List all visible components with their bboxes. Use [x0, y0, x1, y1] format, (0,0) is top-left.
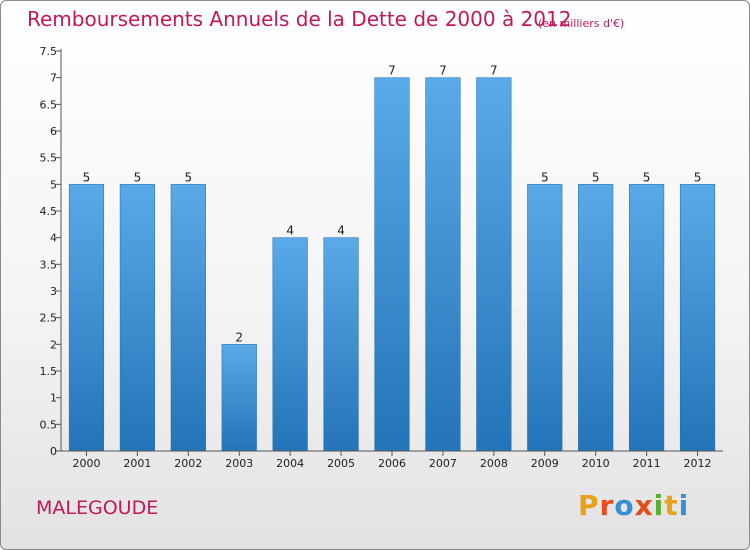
y-tick-label: 7 — [50, 72, 57, 85]
y-tick-label: 6.5 — [40, 98, 58, 111]
bar-2008 — [476, 77, 512, 452]
logo-letter: r — [599, 489, 615, 522]
bar-2010 — [578, 184, 614, 452]
y-tick-label: 3.5 — [40, 258, 58, 271]
logo-letter: P — [578, 489, 600, 522]
bar-2006 — [374, 77, 410, 452]
data-label-2011: 5 — [643, 170, 651, 184]
bar-2007 — [425, 77, 461, 452]
bar-2009 — [527, 184, 563, 452]
data-label-2004: 4 — [286, 224, 294, 238]
logo-letter: t — [664, 489, 679, 522]
logo-letter: i — [653, 489, 665, 522]
chart-title: Remboursements Annuels de la Dette de 20… — [27, 7, 572, 31]
y-tick-label: 2.5 — [40, 312, 58, 325]
y-tick-label: 0 — [50, 445, 57, 458]
y-tick-label: 0.5 — [40, 418, 58, 431]
bar-2003 — [221, 344, 257, 452]
bar-2005 — [323, 237, 359, 452]
proxiti-logo[interactable]: Proxiti — [578, 489, 689, 522]
logo-letter: o — [614, 489, 635, 522]
x-tick-label-2011: 2011 — [633, 457, 661, 470]
commune-name: MALEGOUDE — [36, 497, 159, 519]
data-label-2006: 7 — [388, 64, 396, 78]
y-tick-label: 3 — [50, 285, 57, 298]
y-tick-label: 6 — [50, 125, 57, 138]
bar-2011 — [629, 184, 665, 452]
x-tick-label-2005: 2005 — [327, 457, 355, 470]
x-tick-label-2001: 2001 — [123, 457, 151, 470]
data-label-2002: 5 — [184, 170, 192, 184]
data-label-2009: 5 — [541, 170, 549, 184]
y-tick-label: 4 — [50, 232, 57, 245]
x-tick-label-2002: 2002 — [174, 457, 202, 470]
data-label-2012: 5 — [694, 170, 702, 184]
y-tick-label: 7.5 — [40, 45, 58, 58]
x-tick-label-2004: 2004 — [276, 457, 304, 470]
data-label-2003: 2 — [235, 330, 243, 344]
x-tick-label-2008: 2008 — [480, 457, 508, 470]
y-tick-label: 1 — [50, 392, 57, 405]
y-tick-label: 5 — [50, 178, 57, 191]
y-tick-label: 1.5 — [40, 365, 58, 378]
bar-2000 — [68, 184, 105, 452]
bar-2002 — [170, 184, 206, 452]
x-tick-label-2006: 2006 — [378, 457, 406, 470]
data-label-2007: 7 — [439, 64, 447, 78]
x-tick-label-2009: 2009 — [531, 457, 559, 470]
x-tick-label-2003: 2003 — [225, 457, 253, 470]
x-tick-label-2010: 2010 — [582, 457, 610, 470]
data-label-2000: 5 — [83, 170, 91, 184]
data-label-2008: 7 — [490, 64, 498, 78]
chart-subtitle: (en milliers d'€) — [538, 17, 625, 30]
bar-2012 — [679, 184, 716, 452]
logo-letter: x — [634, 489, 654, 522]
x-tick-label-2000: 2000 — [72, 457, 100, 470]
bar-2001 — [119, 184, 155, 452]
data-label-2005: 4 — [337, 224, 345, 238]
x-tick-label-2012: 2012 — [684, 457, 712, 470]
y-tick-label: 4.5 — [40, 205, 58, 218]
y-tick-label: 2 — [50, 338, 57, 351]
bar-2004 — [272, 237, 308, 452]
logo-letter: i — [678, 489, 690, 522]
data-label-2001: 5 — [134, 170, 142, 184]
x-tick-label-2007: 2007 — [429, 457, 457, 470]
y-tick-label: 5.5 — [40, 152, 58, 165]
data-label-2010: 5 — [592, 170, 600, 184]
